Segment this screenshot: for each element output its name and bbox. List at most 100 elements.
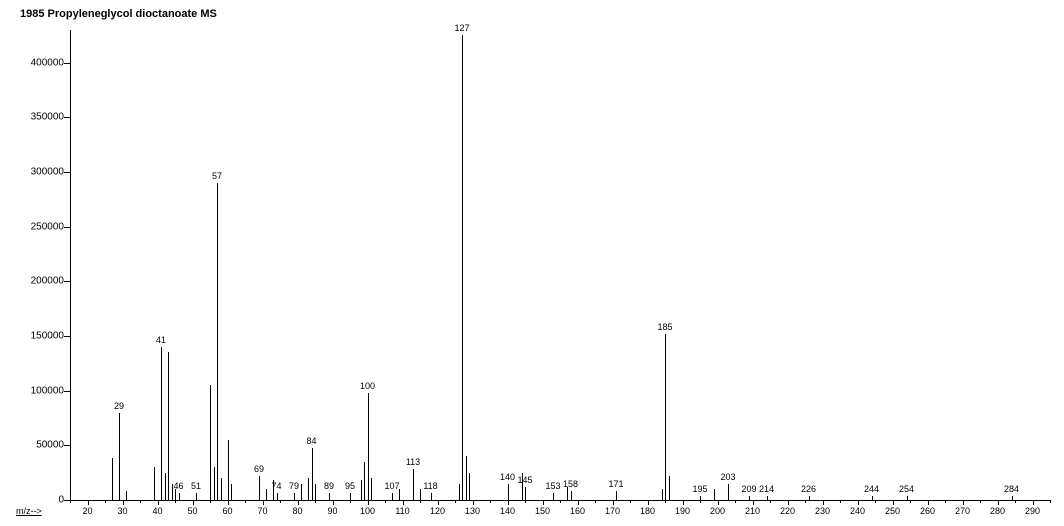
peak-label: 203 bbox=[720, 472, 735, 482]
peak-bar bbox=[462, 35, 463, 500]
peak-label: 107 bbox=[384, 481, 399, 491]
y-tick bbox=[64, 117, 70, 118]
peak-bar bbox=[266, 489, 267, 500]
y-tick bbox=[64, 281, 70, 282]
peak-bar bbox=[221, 478, 222, 500]
peak-label: 185 bbox=[657, 322, 672, 332]
peak-label: 51 bbox=[191, 481, 201, 491]
peak-bar bbox=[571, 491, 572, 500]
x-tick bbox=[193, 500, 194, 505]
peak-label: 113 bbox=[406, 457, 420, 467]
peak-bar bbox=[809, 496, 810, 500]
x-axis-title: m/z--> bbox=[16, 506, 42, 516]
x-tick-minor bbox=[875, 500, 876, 503]
x-tick bbox=[263, 500, 264, 505]
peak-bar bbox=[1012, 496, 1013, 500]
x-tick bbox=[333, 500, 334, 505]
x-tick bbox=[893, 500, 894, 505]
y-tick-label: 0 bbox=[4, 495, 64, 506]
x-tick-minor bbox=[420, 500, 421, 503]
peak-bar bbox=[329, 493, 330, 500]
peak-bar bbox=[371, 478, 372, 500]
x-tick-minor bbox=[280, 500, 281, 503]
peak-label: 69 bbox=[254, 464, 264, 474]
peak-bar bbox=[728, 484, 729, 500]
x-tick-minor bbox=[70, 500, 71, 503]
x-tick-label: 150 bbox=[535, 506, 550, 516]
peak-bar bbox=[364, 462, 365, 500]
peak-bar bbox=[301, 484, 302, 500]
x-tick-label: 50 bbox=[187, 506, 197, 516]
x-tick bbox=[438, 500, 439, 505]
peak-label: 244 bbox=[864, 484, 879, 494]
x-tick bbox=[473, 500, 474, 505]
x-tick-minor bbox=[910, 500, 911, 503]
peak-bar bbox=[172, 484, 173, 500]
peak-bar bbox=[413, 469, 414, 500]
x-tick-minor bbox=[1050, 500, 1051, 503]
y-tick-label: 100000 bbox=[4, 385, 64, 396]
x-tick-label: 30 bbox=[117, 506, 127, 516]
peak-label: 140 bbox=[500, 472, 515, 482]
peak-bar bbox=[154, 467, 155, 500]
x-tick-label: 80 bbox=[292, 506, 302, 516]
peak-label: 41 bbox=[156, 335, 166, 345]
x-tick bbox=[1033, 500, 1034, 505]
x-tick-minor bbox=[455, 500, 456, 503]
y-tick-label: 200000 bbox=[4, 276, 64, 287]
x-tick-minor bbox=[210, 500, 211, 503]
x-tick-label: 60 bbox=[222, 506, 232, 516]
peak-bar bbox=[161, 347, 162, 500]
peak-bar bbox=[907, 496, 908, 500]
peak-bar bbox=[294, 493, 295, 500]
peak-bar bbox=[700, 496, 701, 500]
peak-bar bbox=[420, 489, 421, 500]
y-tick-label: 350000 bbox=[4, 112, 64, 123]
x-tick-label: 100 bbox=[360, 506, 375, 516]
x-tick-minor bbox=[385, 500, 386, 503]
peak-bar bbox=[872, 496, 873, 500]
x-tick bbox=[928, 500, 929, 505]
x-tick bbox=[578, 500, 579, 505]
peak-bar bbox=[165, 473, 166, 500]
peak-bar bbox=[259, 476, 260, 500]
x-tick-label: 230 bbox=[815, 506, 830, 516]
x-tick bbox=[158, 500, 159, 505]
peak-bar bbox=[112, 458, 113, 500]
x-tick-label: 200 bbox=[710, 506, 725, 516]
x-tick-label: 190 bbox=[675, 506, 690, 516]
peak-bar bbox=[466, 456, 467, 500]
peak-bar bbox=[126, 491, 127, 500]
peak-bar bbox=[662, 489, 663, 500]
x-tick bbox=[788, 500, 789, 505]
peak-bar bbox=[315, 484, 316, 500]
x-tick-label: 130 bbox=[465, 506, 480, 516]
x-tick-minor bbox=[175, 500, 176, 503]
x-tick bbox=[298, 500, 299, 505]
x-tick bbox=[718, 500, 719, 505]
x-tick bbox=[228, 500, 229, 505]
y-tick bbox=[64, 391, 70, 392]
x-tick-label: 180 bbox=[640, 506, 655, 516]
y-tick-label: 250000 bbox=[4, 221, 64, 232]
x-tick-label: 70 bbox=[257, 506, 267, 516]
peak-label: 95 bbox=[345, 481, 355, 491]
x-tick-label: 270 bbox=[955, 506, 970, 516]
x-tick bbox=[648, 500, 649, 505]
x-tick-label: 90 bbox=[327, 506, 337, 516]
peak-label: 153 bbox=[545, 481, 560, 491]
x-tick-label: 210 bbox=[745, 506, 760, 516]
peak-bar bbox=[459, 484, 460, 500]
peak-label: 46 bbox=[173, 481, 183, 491]
peak-label: 29 bbox=[114, 401, 124, 411]
chart-title: 1985 Propyleneglycol dioctanoate MS bbox=[20, 8, 217, 20]
x-tick-minor bbox=[630, 500, 631, 503]
peak-label: 100 bbox=[360, 381, 375, 391]
x-tick bbox=[998, 500, 999, 505]
peak-label: 226 bbox=[801, 484, 816, 494]
peak-label: 284 bbox=[1004, 484, 1019, 494]
x-tick bbox=[403, 500, 404, 505]
page-root: 1985 Propyleneglycol dioctanoate MS 0500… bbox=[0, 0, 1064, 526]
x-tick-minor bbox=[105, 500, 106, 503]
x-tick-label: 110 bbox=[395, 506, 409, 516]
